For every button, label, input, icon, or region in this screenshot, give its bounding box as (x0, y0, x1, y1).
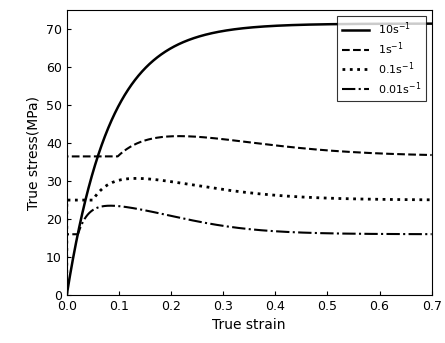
10s$^{-1}$ (64, 293, 69, 297)
1s$^{-1}$ (364, 151, 370, 155)
0.01s$^{-1}$ (84, 214, 89, 218)
1s$^{-1}$ (177, 134, 182, 138)
Line: 0.1s$^{-1}$: 0.1s$^{-1}$ (67, 178, 432, 295)
1s$^{-1}$ (64, 293, 69, 297)
0.01s$^{-1}$ (108, 204, 113, 208)
0.1s$^{-1}$ (364, 197, 370, 201)
0.01s$^{-1}$ (64, 293, 69, 297)
1s$^{-1}$ (72, 154, 77, 158)
10s$^{-1}$ (429, 22, 434, 26)
0.1s$^{-1}$ (72, 198, 77, 202)
Line: 1s$^{-1}$: 1s$^{-1}$ (67, 136, 432, 295)
0.01s$^{-1}$ (429, 232, 434, 236)
0.01s$^{-1}$ (283, 230, 289, 234)
0.1s$^{-1}$ (429, 198, 434, 202)
1s$^{-1}$ (200, 135, 205, 139)
1s$^{-1}$ (429, 153, 434, 157)
0.01s$^{-1}$ (97, 205, 102, 209)
0.1s$^{-1}$ (64, 293, 69, 297)
X-axis label: True strain: True strain (212, 318, 286, 332)
10s$^{-1}$ (97, 150, 102, 154)
0.01s$^{-1}$ (200, 220, 205, 224)
0.01s$^{-1}$ (72, 232, 77, 236)
0.1s$^{-1}$ (283, 194, 289, 198)
1s$^{-1}$ (97, 154, 102, 158)
10s$^{-1}$ (199, 34, 205, 38)
Line: 10s$^{-1}$: 10s$^{-1}$ (67, 24, 432, 295)
0.01s$^{-1}$ (364, 232, 370, 236)
10s$^{-1}$ (72, 247, 77, 251)
10s$^{-1}$ (84, 194, 89, 199)
Legend: 10s$^{-1}$, 1s$^{-1}$, 0.1s$^{-1}$, 0.01s$^{-1}$: 10s$^{-1}$, 1s$^{-1}$, 0.1s$^{-1}$, 0.01… (337, 16, 426, 101)
1s$^{-1}$ (283, 144, 289, 149)
Y-axis label: True stress(MPa): True stress(MPa) (26, 96, 40, 210)
1s$^{-1}$ (84, 154, 89, 158)
0.1s$^{-1}$ (134, 176, 139, 180)
10s$^{-1}$ (364, 22, 370, 26)
0.1s$^{-1}$ (84, 198, 89, 202)
0.1s$^{-1}$ (200, 185, 205, 189)
10s$^{-1}$ (283, 23, 289, 27)
0.1s$^{-1}$ (97, 190, 102, 194)
Line: 0.01s$^{-1}$: 0.01s$^{-1}$ (67, 206, 432, 295)
